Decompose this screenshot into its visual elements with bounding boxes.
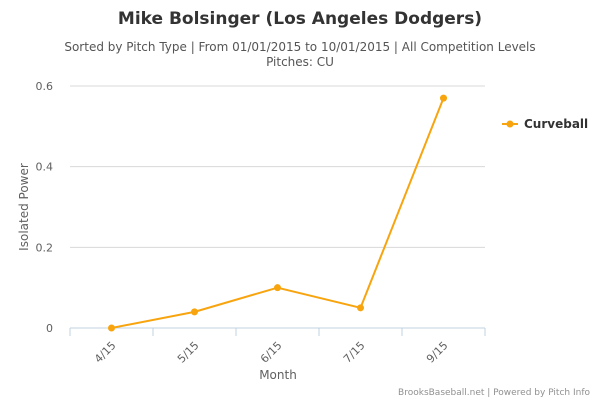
y-axis-ticks: 0 0.2 0.4 0.6 <box>36 80 54 335</box>
data-point[interactable] <box>357 304 364 312</box>
legend-label-curveball: Curveball <box>524 117 588 131</box>
x-axis-ticks: 4/15 5/15 6/15 7/15 9/15 <box>69 328 486 366</box>
series-line-curveball <box>111 97 445 329</box>
y-tick-label: 0.2 <box>36 241 54 254</box>
data-point[interactable] <box>440 94 447 102</box>
legend[interactable]: Curveball <box>502 117 588 131</box>
y-tick-label: 0.6 <box>36 80 54 93</box>
x-tick-label: 9/15 <box>424 339 451 366</box>
x-tick-label: 4/15 <box>92 339 119 366</box>
chart-credits: BrooksBaseball.net | Powered by Pitch In… <box>398 388 590 398</box>
chart-subtitle-line-1: Sorted by Pitch Type | From 01/01/2015 t… <box>64 40 535 54</box>
grid-lines <box>70 85 485 248</box>
x-tick-label: 5/15 <box>175 339 202 366</box>
data-point[interactable] <box>191 308 198 316</box>
y-tick-label: 0.4 <box>36 161 54 174</box>
data-point[interactable] <box>274 284 281 292</box>
series-layer <box>108 94 447 332</box>
chart-title: Mike Bolsinger (Los Angeles Dodgers) <box>118 9 482 29</box>
legend-marker-curveball <box>506 120 514 128</box>
y-axis-label: Isolated Power <box>17 163 31 251</box>
x-axis-label: Month <box>259 368 297 382</box>
y-tick-label: 0 <box>46 322 53 335</box>
x-tick-label: 7/15 <box>341 339 368 366</box>
x-tick-label: 6/15 <box>258 339 285 366</box>
chart-subtitle-line-2: Pitches: CU <box>266 55 334 69</box>
data-point[interactable] <box>108 324 115 332</box>
